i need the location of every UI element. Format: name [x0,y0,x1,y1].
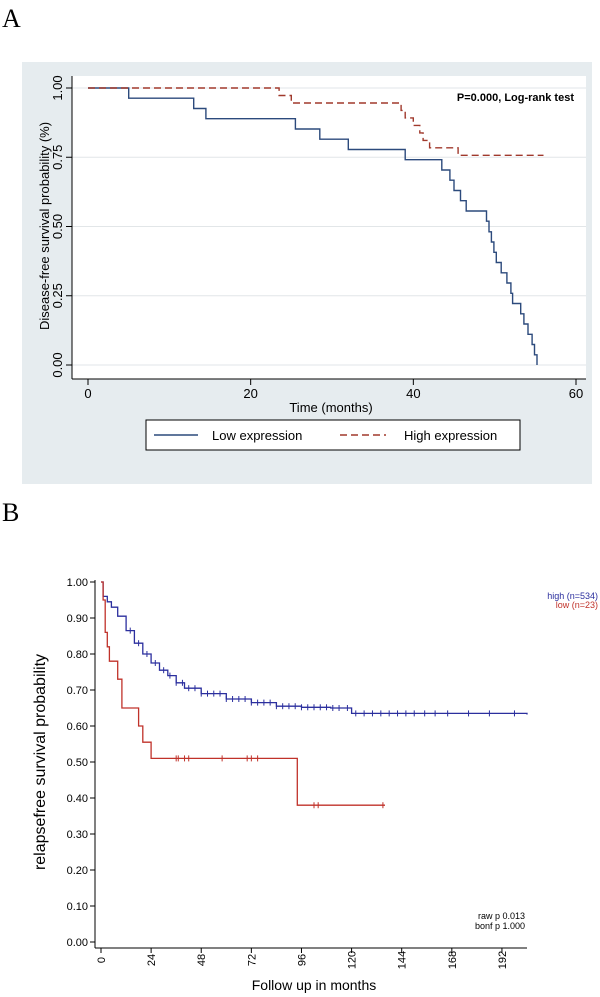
chart-b-x-tick-label-0: 0 [96,957,108,963]
chart-b-y-tick-label-6: 0.60 [67,721,88,733]
chart-b-y-tick-label-0: 0.00 [67,937,88,949]
chart-b-legend-label-0: high (n=534) [547,591,598,601]
chart-a-x-axis-label: Time (months) [289,400,372,415]
chart-a-pvalue-annotation: P=0.000, Log-rank test [457,92,574,104]
chart-b-footnote-0: raw p 0.013 [478,911,525,921]
chart-b-series-line-0 [101,581,528,715]
chart-b-x-tick-label-8: 192 [497,951,509,969]
chart-b: 0.00 0.10 0.20 0.30 0.40 0.50 0.60 0.70 0.80 0.90… [32,577,598,993]
chart-b-y-tick-label-8: 0.80 [67,649,88,661]
chart-b-x-tick-label-4: 96 [296,954,308,966]
chart-a-legend-label-0: Low expression [212,428,302,443]
chart-b-footnote-1: bonf p 1.000 [475,921,525,931]
chart-b-x-tick-label-6: 144 [397,951,409,969]
chart-a-y-tick-label-2: 0.50 [50,214,65,239]
chart-b-y-tick-label-3: 0.30 [67,829,88,841]
chart-a: 0.00 0.25 0.50 0.75 1.00 0 20 40 60 Time (months)… [22,62,592,484]
chart-a-legend-label-1: High expression [404,428,497,443]
chart-a-series-line-1 [88,87,544,156]
chart-b-x-tick-label-2: 48 [196,954,208,966]
panel-a-label: A [2,4,21,33]
chart-b-x-tick-label-1: 24 [146,954,158,966]
chart-b-y-tick-label-5: 0.50 [67,757,88,769]
chart-a-y-tick-label-4: 1.00 [50,75,65,100]
chart-a-legend-box [145,419,521,451]
chart-b-x-tick-label-7: 168 [447,951,459,969]
chart-b-y-tick-label-10: 1.00 [67,577,88,589]
chart-b-series-line-1 [101,581,385,806]
chart-a-x-tick-label-2: 40 [406,386,420,401]
chart-b-legend-label-1: low (n=23) [556,600,598,610]
chart-b-y-tick-label-1: 0.10 [67,901,88,913]
chart-a-y-tick-label-0: 0.00 [50,352,65,377]
chart-b-x-axis-label: Follow up in months [252,977,377,993]
chart-a-y-axis-label: Disease-free survival probability (%) [37,122,52,330]
chart-a-x-tick-label-1: 20 [243,386,257,401]
chart-a-x-tick-label-3: 60 [569,386,583,401]
chart-b-y-tick-label-2: 0.20 [67,865,88,877]
chart-a-y-tick-label-1: 0.25 [50,283,65,308]
chart-b-x-tick-label-5: 120 [347,951,359,969]
panel-b-label: B [2,498,20,527]
chart-a-plot-area [72,76,586,379]
chart-a-y-tick-label-3: 0.75 [50,145,65,170]
chart-b-y-tick-label-7: 0.70 [67,685,88,697]
chart-b-y-tick-label-4: 0.40 [67,793,88,805]
chart-b-y-axis-label: relapsefree survival probability [32,654,49,870]
chart-a-series-line-0 [88,87,538,365]
chart-b-y-tick-label-9: 0.90 [67,613,88,625]
chart-a-x-tick-label-0: 0 [84,386,91,401]
chart-b-x-tick-label-3: 72 [246,954,258,966]
